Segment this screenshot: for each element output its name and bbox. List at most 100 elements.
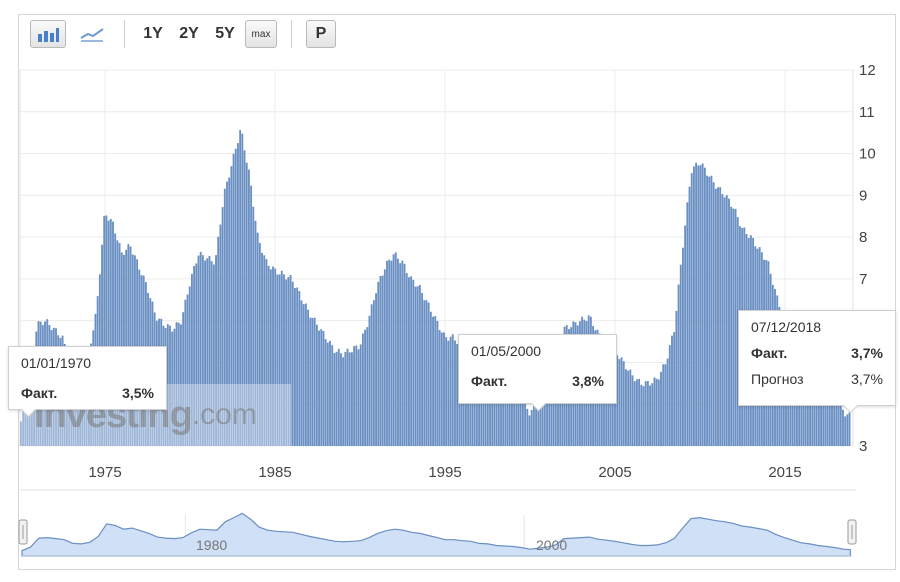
bar — [346, 348, 349, 446]
bar — [333, 353, 336, 446]
bar — [811, 376, 814, 446]
tooltip-fact-row: Факт. 3,8% — [471, 373, 604, 389]
bar — [620, 357, 623, 446]
bar — [662, 364, 665, 446]
bar — [410, 276, 413, 446]
range-1y-button[interactable]: 1Y — [143, 25, 163, 42]
bar — [228, 177, 231, 446]
bar — [668, 345, 671, 446]
bar — [517, 395, 520, 446]
bar — [359, 344, 362, 446]
bar — [412, 279, 415, 446]
bar — [697, 165, 700, 446]
bar — [846, 414, 849, 446]
x-tick-label: 2015 — [768, 464, 801, 481]
bar — [182, 312, 185, 446]
bar — [638, 378, 641, 446]
bar — [719, 187, 722, 446]
bar — [427, 302, 430, 446]
bar — [370, 304, 373, 446]
bar — [502, 387, 505, 446]
bar — [679, 264, 682, 446]
bar — [664, 364, 667, 446]
bar — [440, 332, 443, 446]
tooltip-fact-label: Факт. — [21, 385, 58, 401]
bar — [497, 385, 500, 446]
bar — [234, 148, 237, 446]
y-tick-label: 8 — [859, 229, 867, 246]
bar — [304, 303, 307, 446]
bar — [822, 387, 825, 446]
bar — [506, 387, 509, 446]
bar — [313, 317, 316, 446]
bar — [298, 291, 301, 446]
bar — [736, 216, 739, 446]
tooltip-fact-value: 3,7% — [851, 345, 883, 361]
bar — [169, 325, 171, 446]
tooltip-fact-value: 3,5% — [122, 385, 154, 401]
bar — [714, 188, 717, 446]
bar — [616, 355, 619, 446]
bar — [710, 175, 713, 446]
bar — [478, 367, 481, 446]
bar — [261, 252, 263, 446]
bar — [197, 255, 200, 446]
bar — [666, 358, 669, 446]
bar — [421, 292, 424, 446]
bar — [717, 187, 719, 446]
bar — [342, 357, 345, 446]
bar — [454, 340, 456, 446]
bar — [379, 275, 382, 446]
bar — [712, 182, 715, 446]
bar — [456, 343, 459, 446]
bar — [703, 167, 706, 446]
bar — [397, 258, 399, 446]
bar — [521, 403, 524, 446]
bar — [734, 208, 737, 446]
bar — [326, 342, 329, 446]
line-chart-icon — [80, 28, 104, 42]
tooltip-forecast-value: 3,7% — [851, 371, 883, 387]
bar — [353, 346, 356, 446]
range-5y-button[interactable]: 5Y — [215, 25, 235, 42]
bar-chart-button[interactable] — [30, 20, 66, 48]
bar — [105, 215, 108, 446]
print-button[interactable]: P — [306, 20, 336, 48]
bar — [239, 130, 242, 446]
bar — [243, 150, 246, 447]
bar — [193, 266, 196, 446]
bar — [375, 293, 377, 446]
bar — [394, 252, 397, 446]
bar — [324, 339, 327, 446]
bar — [20, 421, 22, 446]
bar — [309, 317, 312, 446]
bar — [677, 284, 680, 446]
bar — [116, 240, 119, 446]
bar — [649, 385, 651, 446]
bar — [815, 376, 818, 446]
bar — [642, 386, 645, 446]
tooltip-fact-label: Факт. — [471, 373, 508, 389]
bar — [241, 133, 244, 446]
bar — [695, 162, 698, 446]
bar — [418, 285, 421, 446]
bar — [210, 261, 213, 446]
chart-frame — [18, 14, 896, 570]
bar — [331, 345, 334, 446]
y-tick-label: 9 — [859, 187, 867, 204]
toolbar-divider — [124, 20, 125, 48]
range-2y-button[interactable]: 2Y — [179, 25, 199, 42]
bar — [508, 387, 511, 446]
range-max-button[interactable]: max — [245, 20, 277, 48]
bar — [725, 195, 728, 446]
bar — [381, 275, 384, 446]
bar — [804, 368, 807, 446]
line-chart-button[interactable] — [74, 20, 110, 48]
bar — [24, 407, 27, 446]
bar — [690, 173, 693, 446]
x-tick-label: 1985 — [258, 464, 291, 481]
bar — [434, 315, 437, 446]
bar — [706, 175, 708, 446]
bar — [278, 274, 281, 446]
